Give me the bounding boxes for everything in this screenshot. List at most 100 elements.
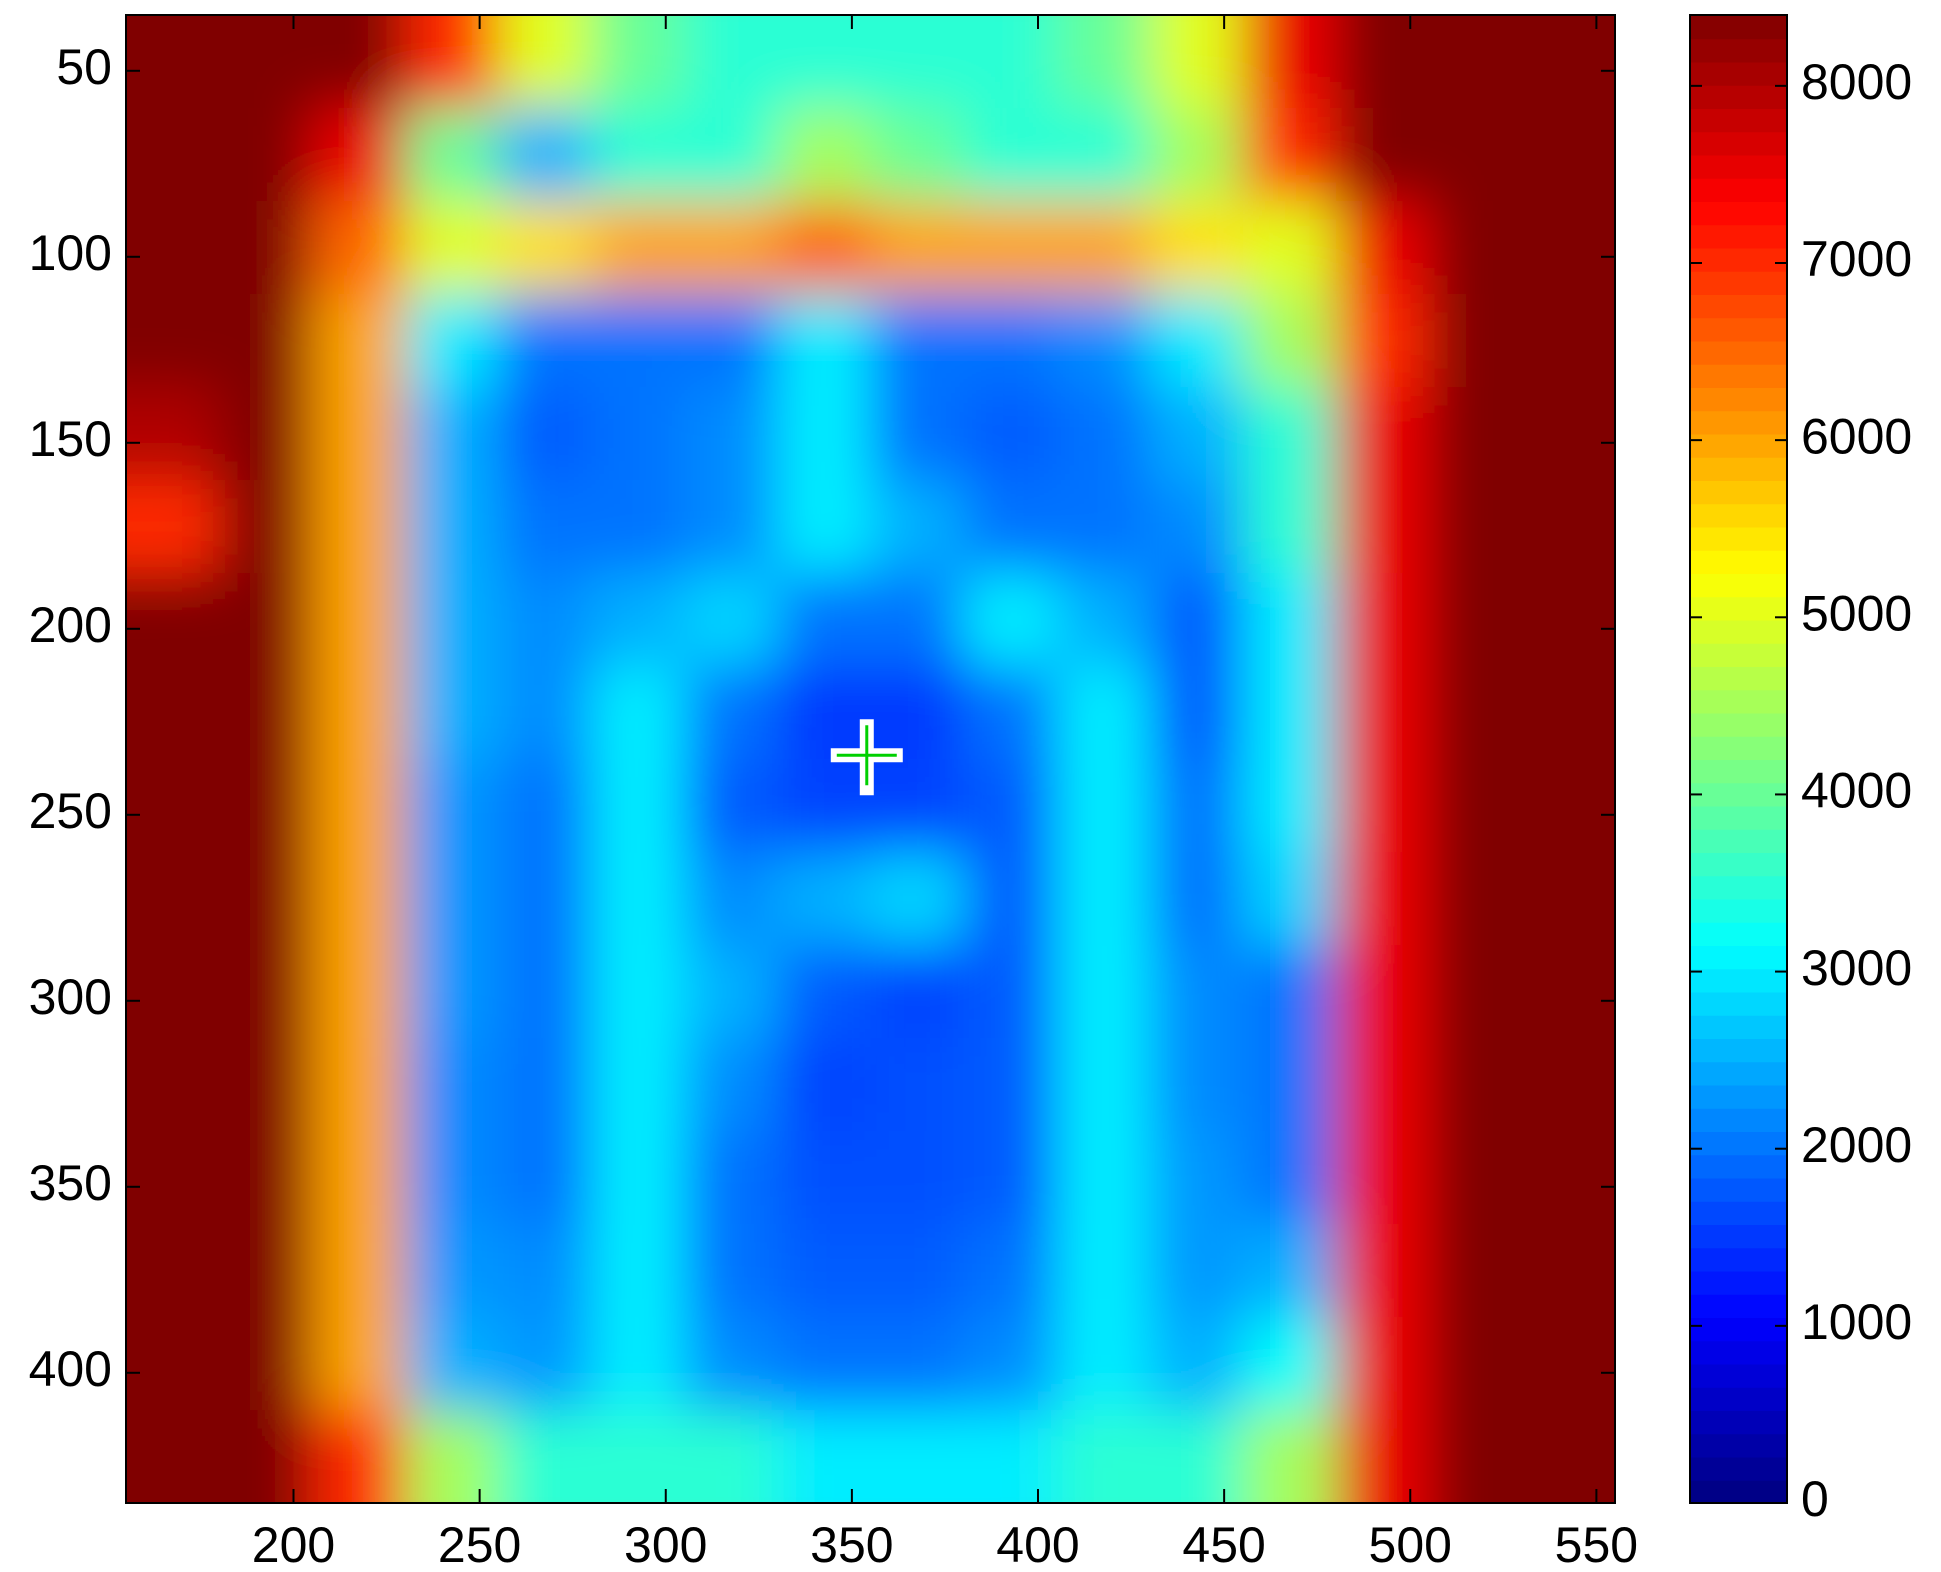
colorbar-step	[1690, 15, 1787, 40]
colorbar-step	[1690, 317, 1787, 342]
heatmap-cell	[777, 759, 872, 853]
heatmap-cell	[777, 1038, 872, 1132]
heatmap-cell	[963, 1224, 1058, 1318]
heatmap-cell	[312, 759, 407, 853]
heatmap-cell	[312, 1410, 407, 1503]
colorbar-step	[1690, 549, 1787, 574]
heatmap-cell	[219, 15, 314, 109]
heatmap-cell	[1428, 108, 1523, 202]
x-tick-label: 200	[252, 1517, 335, 1572]
heatmap-cell	[777, 666, 872, 760]
heatmap-cell	[591, 294, 686, 388]
heatmap-cell	[963, 759, 1058, 853]
heatmap-cell	[126, 387, 221, 481]
heatmap-cell	[870, 108, 965, 202]
heatmap-cell	[591, 1131, 686, 1225]
heatmap-cell	[870, 480, 965, 574]
heatmap-cell	[1242, 666, 1337, 760]
heatmap-cell	[405, 1131, 500, 1225]
heatmap-cell	[1335, 759, 1430, 853]
colorbar-step	[1690, 945, 1787, 970]
heatmap-cell	[498, 666, 593, 760]
heatmap-cell	[591, 480, 686, 574]
heatmap-cell	[405, 108, 500, 202]
heatmap-cell	[312, 387, 407, 481]
colorbar-step	[1690, 456, 1787, 481]
heatmap-cell	[126, 294, 221, 388]
heatmap-cell	[1428, 1038, 1523, 1132]
heatmap-cell	[963, 1317, 1058, 1411]
heatmap-cell	[219, 1224, 314, 1318]
colorbar-tick-label: 3000	[1801, 940, 1912, 996]
heatmap-cell	[1335, 1317, 1430, 1411]
heatmap-cell	[870, 15, 965, 109]
heatmap-cell	[1428, 1224, 1523, 1318]
colorbar-step	[1690, 1061, 1787, 1086]
colorbar-frame	[1689, 14, 1788, 1504]
colorbar-step	[1690, 852, 1787, 877]
heatmap-cell	[1056, 666, 1151, 760]
colorbar-step	[1690, 410, 1787, 435]
heatmap-cell	[684, 15, 779, 109]
heatmap-cell	[1428, 852, 1523, 946]
heatmap-cell	[591, 573, 686, 667]
x-tick-label: 350	[810, 1517, 893, 1572]
heatmap-cell	[219, 666, 314, 760]
heatmap-cell	[126, 1038, 221, 1132]
colorbar-step	[1690, 875, 1787, 900]
heatmap-cell	[126, 108, 221, 202]
heatmap-cell	[312, 108, 407, 202]
heatmap-cell	[1335, 1410, 1430, 1503]
heatmap-cell	[1149, 852, 1244, 946]
colorbar-step	[1690, 1131, 1787, 1156]
colorbar-step	[1690, 1224, 1787, 1249]
heatmap-cell	[1056, 1317, 1151, 1411]
heatmap-cell	[1056, 1224, 1151, 1318]
heatmap-cell	[1521, 945, 1615, 1039]
heatmap-cell	[963, 15, 1058, 109]
heatmap-cell	[1428, 666, 1523, 760]
heatmap-cell	[126, 480, 221, 574]
colorbar-step	[1690, 503, 1787, 528]
heatmap-cell	[498, 387, 593, 481]
colorbar-step	[1690, 619, 1787, 644]
colorbar-step	[1690, 1293, 1787, 1318]
heatmap-cell	[405, 1224, 500, 1318]
heatmap-cell	[498, 759, 593, 853]
colorbar-tick-label: 0	[1801, 1471, 1829, 1527]
colorbar-step	[1690, 642, 1787, 667]
y-tick-label: 400	[29, 1341, 112, 1397]
heatmap-cell	[498, 108, 593, 202]
colorbar-step	[1690, 666, 1787, 691]
heatmap-cell	[1335, 945, 1430, 1039]
heatmap-cell	[870, 387, 965, 481]
colorbar-step	[1690, 991, 1787, 1016]
heatmap-cell	[1056, 945, 1151, 1039]
heatmap-cell	[312, 480, 407, 574]
heatmap-cell	[1149, 666, 1244, 760]
x-tick-label: 300	[624, 1517, 707, 1572]
heatmap-cell	[1428, 387, 1523, 481]
heatmap-cell	[777, 852, 872, 946]
heatmap-cell	[963, 573, 1058, 667]
colorbar-step	[1690, 921, 1787, 946]
y-tick-label: 250	[29, 783, 112, 839]
colorbar-step	[1690, 1433, 1787, 1458]
heatmap-cell	[591, 1038, 686, 1132]
heatmap-cell	[1149, 1410, 1244, 1503]
heatmap-cell	[963, 387, 1058, 481]
heatmap-cell	[312, 945, 407, 1039]
overlay	[830, 719, 903, 796]
heatmap-cell	[591, 387, 686, 481]
heatmap-cell	[870, 1038, 965, 1132]
heatmap-cell	[1428, 945, 1523, 1039]
colorbar-tick-label: 2000	[1801, 1117, 1912, 1173]
colorbar-step	[1690, 1317, 1787, 1342]
heatmap-cell	[777, 294, 872, 388]
heatmap-cell	[312, 852, 407, 946]
x-tick-label: 400	[996, 1517, 1079, 1572]
heatmap-cell	[870, 852, 965, 946]
heatmap-cell	[1335, 480, 1430, 574]
colorbar-step	[1690, 224, 1787, 249]
colorbar-step	[1690, 294, 1787, 319]
